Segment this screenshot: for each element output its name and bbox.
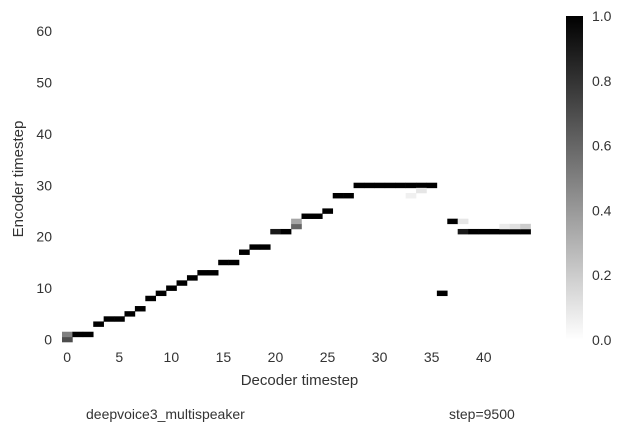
heatmap-cell xyxy=(114,316,125,322)
x-tick-label: 30 xyxy=(372,349,388,365)
x-tick-label: 10 xyxy=(164,349,180,365)
heatmap-cell xyxy=(249,244,261,250)
heatmap-cell xyxy=(176,280,188,286)
model-caption: deepvoice3_multispeaker xyxy=(86,406,245,422)
colorbar-tick-label: 0.2 xyxy=(592,267,612,283)
y-axis-ticks: 0 10 20 30 40 50 60 xyxy=(36,23,52,347)
heatmap-cell xyxy=(384,182,396,189)
colorbar-gradient xyxy=(566,16,583,340)
heatmap-cell xyxy=(93,321,104,327)
x-tick-label: 40 xyxy=(476,349,492,365)
y-tick-label: 40 xyxy=(36,126,52,142)
heatmap-cell xyxy=(374,182,386,189)
heatmap-cell xyxy=(343,192,354,199)
heatmap-cell xyxy=(447,218,458,225)
colorbar: 0.0 0.2 0.4 0.6 0.8 1.0 xyxy=(566,8,612,348)
x-axis-ticks: 0 5 10 15 20 25 30 35 40 xyxy=(63,349,491,365)
step-caption: step=9500 xyxy=(449,406,515,422)
y-axis-label: Encoder timestep xyxy=(10,121,27,238)
heatmap-cell xyxy=(332,192,344,199)
heatmap-cell xyxy=(134,306,146,312)
heatmap-cell xyxy=(353,182,365,189)
heatmap-cell xyxy=(270,228,281,235)
heatmap-cell xyxy=(499,223,511,230)
heatmap-cell xyxy=(468,228,479,235)
heatmap-cells xyxy=(62,182,531,343)
heatmap-cell xyxy=(124,311,136,317)
heatmap-cell xyxy=(291,218,302,225)
heatmap-cell xyxy=(218,259,229,266)
heatmap-cell xyxy=(62,336,73,343)
heatmap-cell xyxy=(145,295,157,302)
heatmap-cell xyxy=(155,290,167,297)
heatmap-cell xyxy=(520,228,531,235)
heatmap-cell xyxy=(499,228,511,235)
x-tick-label: 20 xyxy=(268,349,284,365)
heatmap-cell xyxy=(395,182,406,189)
colorbar-tick-label: 0.0 xyxy=(592,332,612,348)
heatmap-cell xyxy=(311,213,323,219)
heatmap-cell xyxy=(416,187,427,194)
x-tick-label: 25 xyxy=(320,349,336,365)
heatmap-cell xyxy=(405,192,417,199)
heatmap-cell xyxy=(72,331,84,338)
y-tick-label: 0 xyxy=(44,331,52,347)
x-tick-label: 35 xyxy=(424,349,440,365)
heatmap-cell xyxy=(509,223,521,230)
colorbar-ticks: 0.0 0.2 0.4 0.6 0.8 1.0 xyxy=(592,8,612,348)
x-tick-label: 0 xyxy=(63,349,71,365)
colorbar-tick-label: 0.6 xyxy=(592,138,612,154)
heatmap-cell xyxy=(197,270,209,276)
heatmap-cell xyxy=(228,259,240,266)
heatmap-cell xyxy=(509,228,521,235)
y-tick-label: 10 xyxy=(36,280,52,296)
heatmap-cell xyxy=(457,218,469,225)
heatmap-cell xyxy=(62,331,73,338)
heatmap-cell xyxy=(103,316,115,322)
heatmap-cell xyxy=(488,228,500,235)
heatmap-cell xyxy=(426,182,438,189)
x-tick-label: 5 xyxy=(115,349,123,365)
y-tick-label: 20 xyxy=(36,229,52,245)
colorbar-tick-label: 0.4 xyxy=(592,202,612,218)
heatmap-cell xyxy=(166,285,177,291)
heatmap-cell xyxy=(363,182,375,189)
y-tick-label: 30 xyxy=(36,177,52,193)
heatmap-cell xyxy=(280,228,292,235)
heatmap-cell xyxy=(405,182,417,189)
heatmap-cell xyxy=(239,249,250,255)
heatmap-cell xyxy=(520,223,531,230)
y-tick-label: 50 xyxy=(36,75,52,91)
heatmap-cell xyxy=(291,223,302,230)
heatmap-cell xyxy=(301,213,313,219)
heatmap-cell xyxy=(457,228,469,235)
heatmap-cell xyxy=(416,182,427,189)
x-axis-label: Decoder timestep xyxy=(241,372,359,389)
heatmap-cell xyxy=(259,244,271,250)
y-tick-label: 60 xyxy=(36,23,52,39)
colorbar-tick-label: 0.8 xyxy=(592,73,612,89)
heatmap-cell xyxy=(436,290,448,297)
heatmap-cell xyxy=(322,208,334,214)
heatmap-cell xyxy=(207,270,219,276)
heatmap-cell xyxy=(478,228,490,235)
colorbar-tick-label: 1.0 xyxy=(592,8,612,24)
heatmap-cell xyxy=(186,275,198,281)
heatmap-cell xyxy=(82,331,94,338)
x-tick-label: 15 xyxy=(216,349,232,365)
